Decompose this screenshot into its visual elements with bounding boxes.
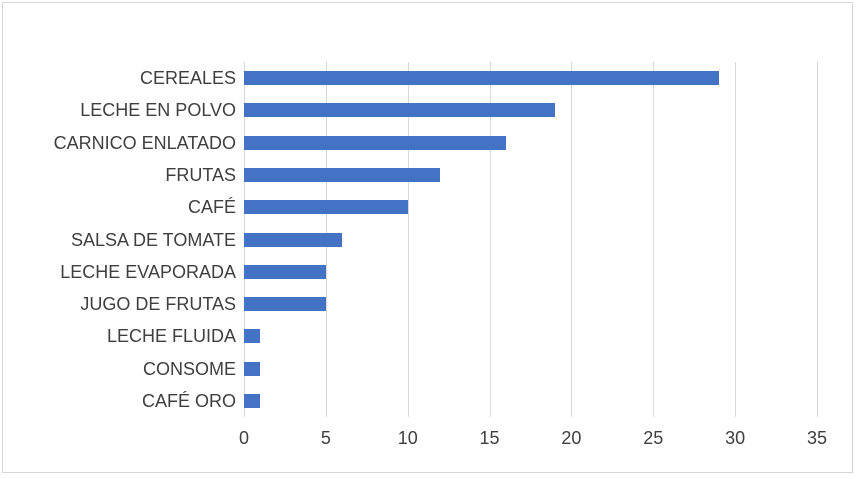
bar-5 (244, 232, 343, 247)
x-tick-label-35: 35 (806, 428, 828, 448)
x-tick-label-20: 20 (561, 428, 582, 448)
gridline-x-10 (407, 62, 409, 417)
bar-8 (244, 329, 261, 344)
category-label-7: JUGO DE FRUTAS (80, 294, 236, 315)
category-label-8: LECHE FLUIDA (106, 326, 236, 347)
x-tick-label-30: 30 (725, 428, 746, 448)
bar-10 (244, 393, 261, 408)
bar-6 (244, 264, 326, 279)
plot-area (244, 62, 818, 417)
x-tick-label-25: 25 (643, 428, 664, 448)
bar-0 (244, 71, 719, 86)
bar-4 (244, 200, 408, 215)
category-label-6: LECHE EVAPORADA (60, 261, 236, 282)
x-tick-label-15: 15 (479, 428, 500, 448)
category-label-1: LECHE EN POLVO (80, 100, 236, 121)
x-tick-label-0: 0 (238, 428, 249, 448)
gridline-x-35 (817, 62, 818, 417)
category-label-0: CEREALES (139, 68, 236, 89)
category-label-2: CARNICO ENLATADO (53, 132, 236, 153)
category-label-9: CONSOME (142, 358, 236, 379)
category-label-10: CAFÉ ORO (141, 390, 236, 411)
bar-1 (244, 103, 556, 118)
gridline-x-20 (571, 62, 573, 417)
bar-9 (244, 361, 261, 376)
gridline-x-30 (735, 62, 737, 417)
bar-2 (244, 135, 506, 150)
gridline-x-15 (489, 62, 491, 417)
gridline-x-25 (653, 62, 655, 417)
category-label-3: FRUTAS (165, 164, 236, 185)
x-tick-label-5: 5 (320, 428, 331, 448)
category-label-4: CAFÉ (187, 197, 236, 218)
bar-7 (244, 297, 326, 312)
category-label-5: SALSA DE TOMATE (70, 229, 236, 250)
bar-3 (244, 167, 441, 182)
x-tick-label-10: 10 (397, 428, 418, 448)
